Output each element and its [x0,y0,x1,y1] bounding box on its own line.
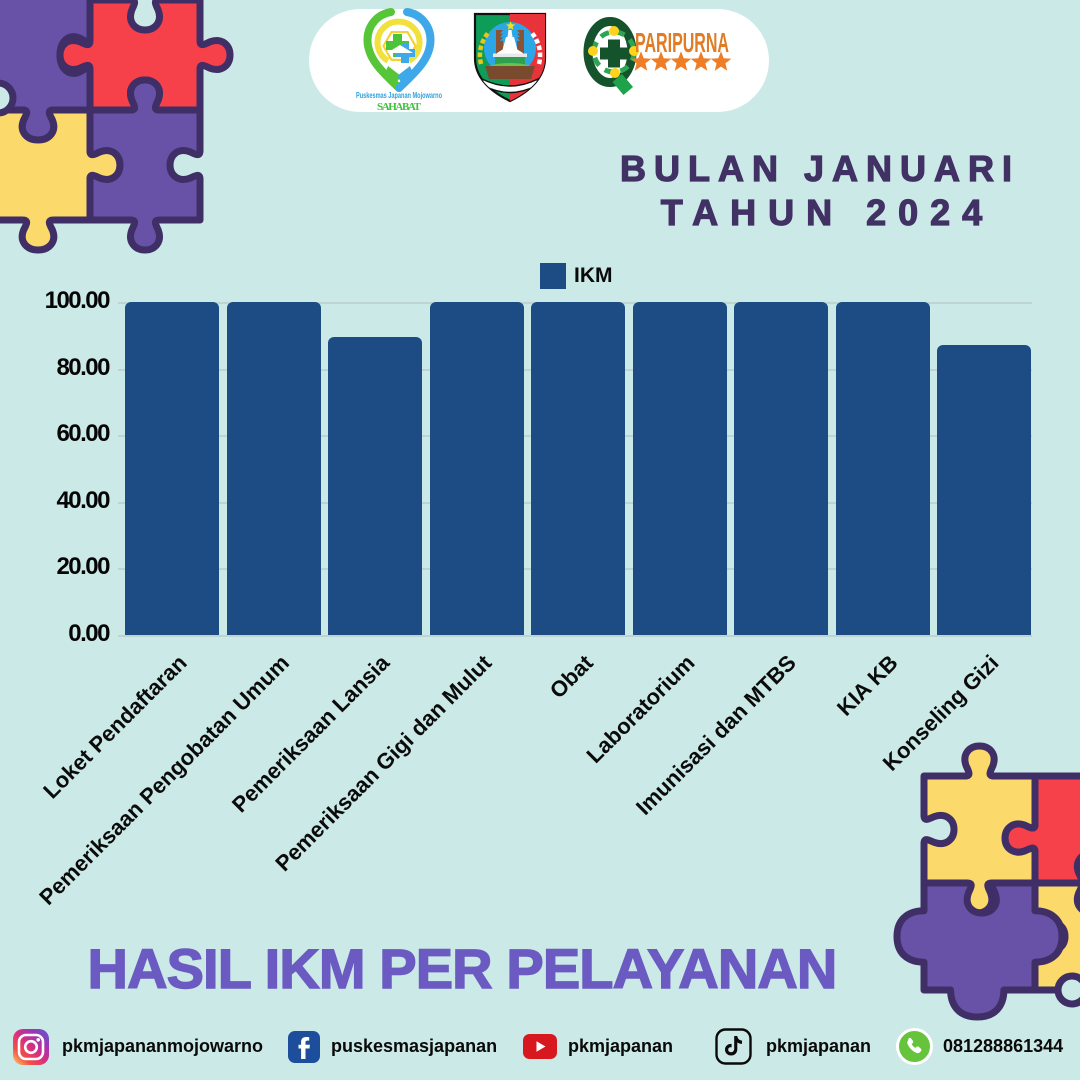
svg-text:Puskesmas Japanan Mojowarno: Puskesmas Japanan Mojowarno [356,91,442,100]
svg-text:SAHABAT: SAHABAT [377,101,422,112]
svg-text:PARIPURNA: PARIPURNA [635,27,729,58]
